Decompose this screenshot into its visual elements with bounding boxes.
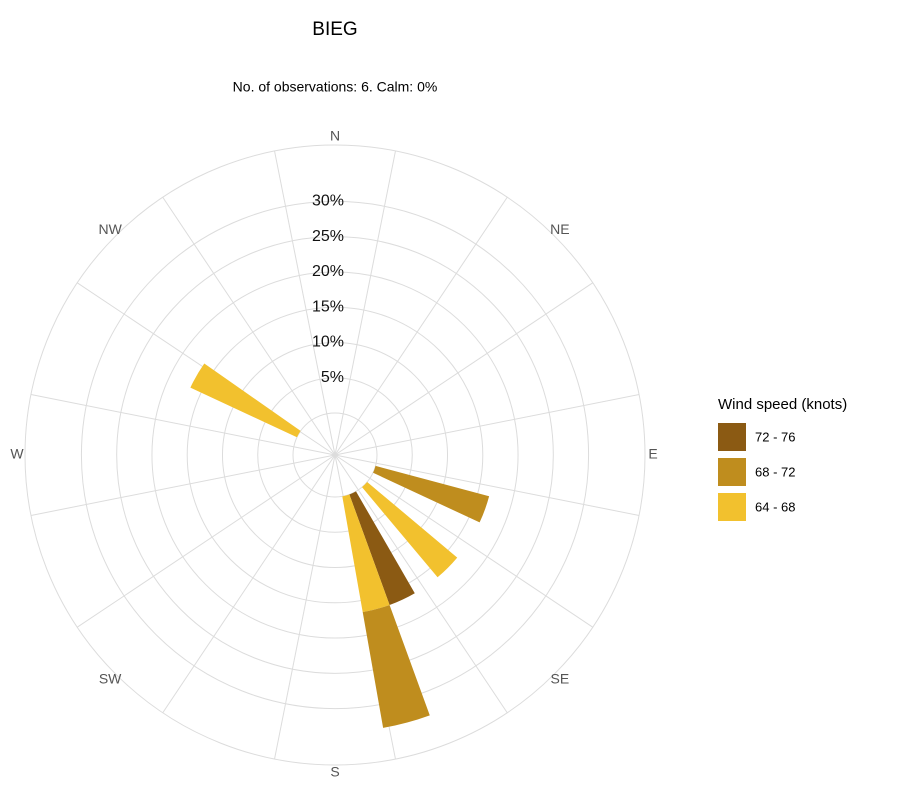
spoke — [162, 196, 336, 456]
spoke — [30, 454, 336, 516]
legend-label: 64 - 68 — [755, 499, 795, 514]
wedge — [349, 491, 415, 605]
spoke — [334, 454, 508, 714]
r-tick-label: 5% — [321, 369, 344, 386]
grid-ring — [80, 200, 590, 710]
direction-label: NE — [550, 221, 569, 237]
grid-ring — [116, 236, 554, 674]
inner-ring — [292, 412, 378, 498]
r-tick-label: 25% — [312, 228, 344, 245]
grid-ring — [186, 306, 484, 604]
chart-title: BIEG — [312, 19, 357, 40]
spoke — [274, 150, 336, 456]
chart-subtitle: No. of observations: 6. Calm: 0% — [233, 79, 438, 95]
spoke — [334, 150, 396, 456]
grid-ring — [257, 377, 413, 533]
spoke — [334, 394, 640, 456]
legend-label: 72 - 76 — [755, 429, 795, 444]
wedge — [342, 494, 390, 613]
grid-ring — [151, 271, 519, 639]
spoke — [334, 196, 508, 456]
r-tick-label: 20% — [312, 263, 344, 280]
spoke — [162, 454, 336, 714]
legend-label: 68 - 72 — [755, 464, 795, 479]
spoke — [334, 454, 594, 628]
spoke — [274, 454, 336, 760]
wedge — [190, 363, 301, 438]
direction-label: W — [10, 446, 24, 462]
r-tick-label: 10% — [312, 334, 344, 351]
legend-swatch — [718, 458, 746, 486]
r-tick-label: 15% — [312, 298, 344, 315]
r-tick-label: 30% — [312, 193, 344, 210]
outer-ring — [24, 144, 646, 766]
wedge — [373, 465, 490, 523]
direction-label: E — [648, 446, 657, 462]
wedge — [361, 481, 458, 578]
legend-swatch — [718, 423, 746, 451]
legend-title: Wind speed (knots) — [718, 396, 847, 413]
spoke — [76, 454, 336, 628]
spoke — [30, 394, 336, 456]
direction-label: SE — [551, 671, 570, 687]
direction-label: N — [330, 128, 340, 144]
direction-label: NW — [98, 221, 122, 237]
wedge — [362, 604, 430, 728]
direction-label: SW — [99, 671, 122, 687]
spoke — [334, 282, 594, 456]
legend-swatch — [718, 493, 746, 521]
spoke — [334, 454, 640, 516]
direction-label: S — [330, 764, 339, 780]
grid-ring — [221, 341, 449, 569]
